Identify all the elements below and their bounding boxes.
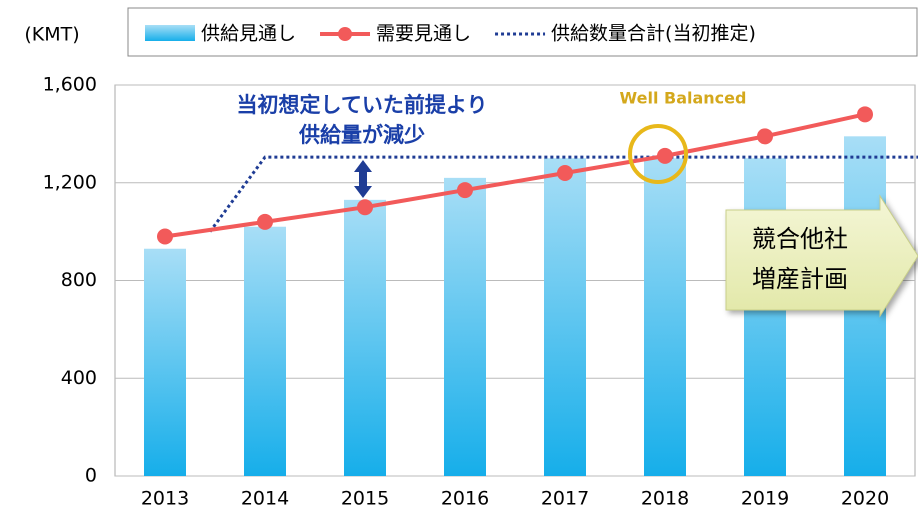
line-marker	[457, 182, 473, 199]
x-tick-label: 2016	[441, 488, 489, 510]
callout	[725, 194, 918, 318]
annotation: Well Balanced	[620, 89, 747, 108]
legend-swatch	[145, 25, 195, 41]
y-axis-unit: (KMT)	[24, 24, 79, 46]
y-tick-label: 1,200	[43, 171, 97, 193]
callout-text: 増産計画	[752, 265, 848, 293]
line	[164, 112, 866, 239]
legend-box	[127, 7, 918, 57]
line-marker	[357, 199, 373, 216]
legend-label: 需要見通し	[376, 23, 471, 45]
x-tick-label: 2017	[541, 488, 589, 510]
legend-label: 供給見通し	[201, 23, 296, 45]
annotation: 当初想定していた前提より	[237, 93, 488, 117]
x-tick-label: 2020	[841, 488, 889, 510]
highlight-circle	[628, 124, 688, 184]
annotation: 供給量が減少	[298, 123, 425, 147]
bar	[144, 248, 186, 476]
bar	[344, 199, 386, 476]
line-marker	[857, 106, 873, 123]
line-marker	[757, 128, 773, 145]
y-tick-label: 0	[85, 465, 97, 487]
bar	[444, 177, 486, 477]
y-tick-label: 400	[61, 367, 97, 389]
x-tick-label: 2018	[641, 488, 689, 510]
line-marker	[257, 213, 273, 230]
dotted-line	[208, 155, 918, 233]
x-tick-label: 2019	[741, 488, 789, 510]
double-arrow	[354, 160, 372, 198]
bar	[744, 158, 786, 476]
y-tick-label: 1,600	[43, 74, 97, 96]
legend-label: 供給数量合計(当初推定)	[551, 23, 756, 45]
bar	[244, 226, 286, 476]
bar	[544, 158, 586, 476]
x-tick-label: 2014	[241, 488, 289, 510]
line-marker	[157, 228, 173, 245]
legend-swatch	[338, 27, 353, 41]
x-tick-label: 2013	[141, 488, 189, 510]
callout-text: 競合他社	[752, 225, 848, 253]
line-marker	[657, 147, 673, 164]
bar	[644, 158, 686, 476]
x-tick-label: 2015	[341, 488, 389, 510]
y-tick-label: 800	[61, 269, 97, 291]
line-marker	[557, 164, 573, 181]
